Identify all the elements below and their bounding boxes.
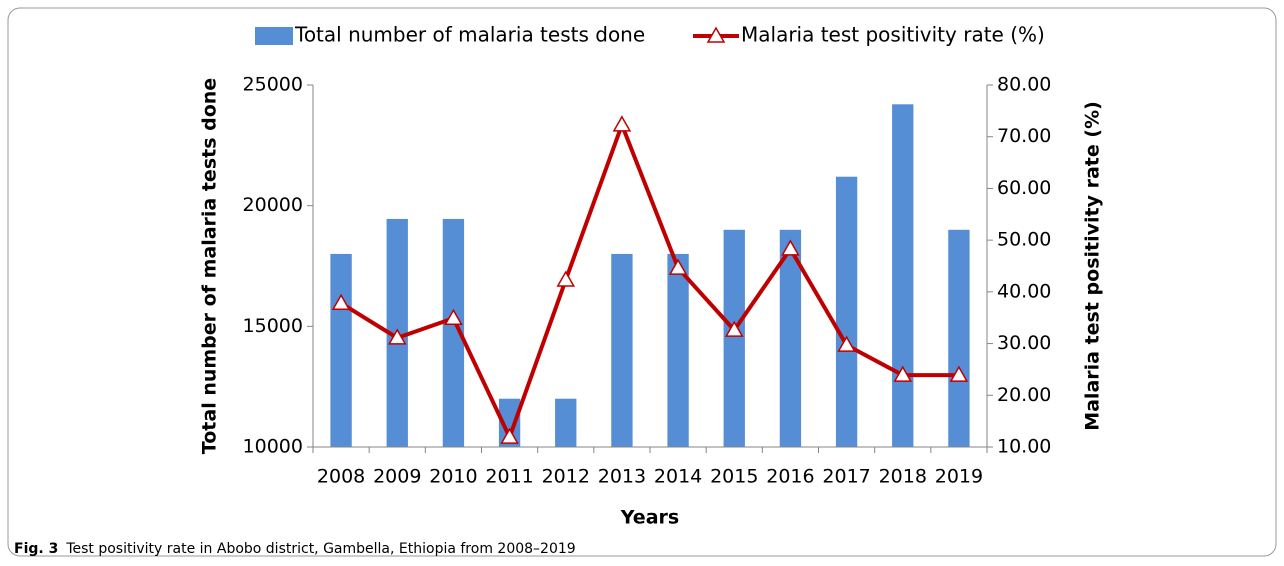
legend-label: Total number of malaria tests done [294,23,645,47]
y2-tick-label: 10.00 [997,436,1051,458]
y-tick-label: 10000 [243,436,303,458]
bar [835,176,858,447]
marker [556,270,576,287]
caption-label: Fig. 3 [14,541,58,557]
line [340,122,959,440]
caption-text: Test positivity rate in Abobo district, … [65,541,575,557]
y2-tick-label: 30.00 [997,332,1051,354]
x-tick-label: 2012 [542,466,590,488]
marker [893,365,913,382]
y2-axis-title: Malaria test positivity rate (%) [1082,101,1104,431]
marker [837,335,856,352]
bar [442,218,465,447]
x-tick-label: 2008 [317,466,365,488]
bar [611,253,633,447]
y2-tick-label: 40.00 [997,280,1051,302]
marker [444,308,463,325]
y-tick-label: 20000 [243,194,303,216]
caption: Fig. 3 Test positivity rate in Abobo dist… [14,541,576,557]
x-tick-label: 2018 [879,466,927,488]
legend-swatch [255,27,293,45]
bar [723,229,745,447]
marker [668,258,688,275]
legend-label: Malaria test positivity rate (%) [741,23,1045,47]
y2-tick-label: 20.00 [997,384,1051,406]
frame [7,7,1277,557]
x-tick-label: 2015 [710,466,758,488]
legend-marker [706,26,726,43]
x-tick-label: 2017 [822,466,870,488]
x-tick-label: 2014 [654,466,702,488]
bar [555,398,577,447]
y2-tick-label: 70.00 [997,125,1051,147]
y2-tick-label: 80.00 [997,74,1051,96]
marker [724,320,744,337]
x-tick-label: 2019 [935,466,983,488]
marker [331,293,351,310]
bar [498,398,521,447]
y-axis-title: Total number of malaria tests done [199,78,221,454]
marker [781,239,800,256]
bar [779,229,802,447]
x-axis-title: Years [620,507,679,529]
x-tick-label: 2016 [766,466,814,488]
y2-tick-label: 60.00 [997,177,1051,199]
bar [892,104,914,447]
y2-tick-label: 50.00 [997,229,1051,251]
marker [949,365,969,382]
marker [387,328,407,345]
bar [667,253,689,447]
bar [948,229,970,447]
x-tick-label: 2010 [429,466,477,488]
y-tick-label: 25000 [243,74,303,96]
bar [330,253,352,447]
y-tick-label: 15000 [243,315,303,337]
x-tick-label: 2013 [598,466,646,488]
x-tick-label: 2011 [485,466,533,488]
marker [612,115,632,132]
marker [500,427,519,444]
x-tick-label: 2009 [373,466,421,488]
